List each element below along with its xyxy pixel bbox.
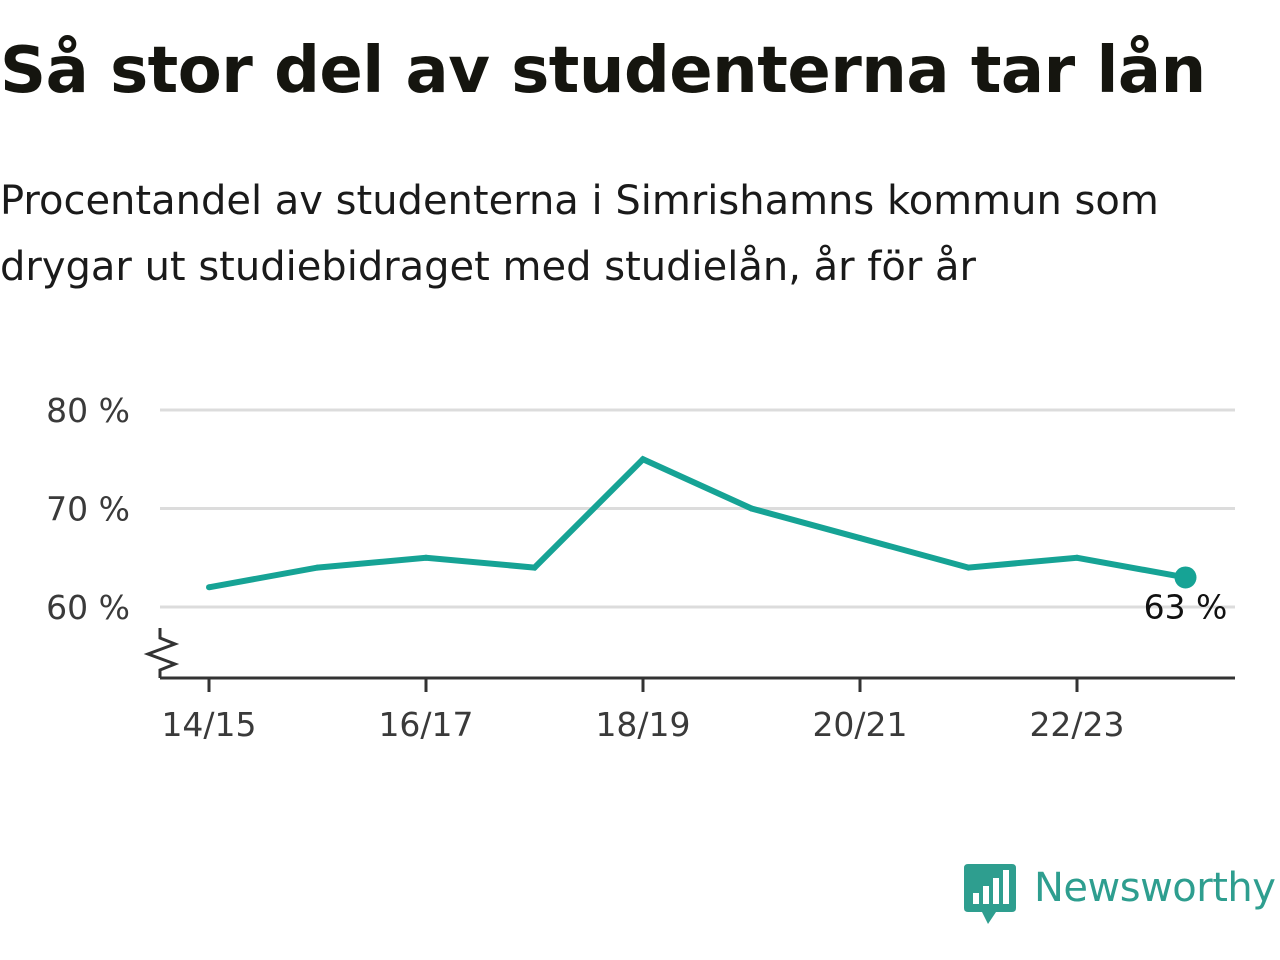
x-tick-label: 16/17 bbox=[378, 705, 473, 744]
newsworthy-logo-icon bbox=[964, 864, 1016, 924]
y-tick-label: 80 % bbox=[46, 391, 130, 430]
data-point bbox=[206, 584, 212, 591]
chart-title: Så stor del av studenterna tar lån bbox=[0, 34, 1206, 108]
data-point bbox=[531, 564, 538, 571]
series-line bbox=[208, 455, 1187, 591]
line-chart: 60 % 70 % 80 % 14/15 16/17 18/19 20/21 22/23 6… bbox=[46, 391, 1235, 744]
end-point-marker bbox=[1174, 566, 1197, 589]
data-point bbox=[640, 456, 646, 463]
chart-subtitle: Procentandel av studenterna i Simrishamn… bbox=[0, 178, 1159, 290]
x-tick-label: 20/21 bbox=[812, 705, 907, 744]
data-point bbox=[748, 505, 755, 512]
x-tick-label: 14/15 bbox=[161, 705, 256, 744]
series: 63 % bbox=[206, 455, 1228, 626]
x-tick-label: 18/19 bbox=[595, 705, 690, 744]
data-point bbox=[1074, 554, 1080, 561]
data-point bbox=[314, 564, 321, 571]
data-point bbox=[965, 564, 972, 571]
y-axis-labels: 60 % 70 % 80 % bbox=[46, 391, 130, 627]
data-point bbox=[423, 554, 429, 561]
gridlines bbox=[160, 408, 1235, 609]
x-tick-label: 22/23 bbox=[1029, 705, 1124, 744]
newsworthy-logo: Newsworthy bbox=[964, 864, 1276, 926]
brand-name: Newsworthy bbox=[1034, 865, 1276, 911]
end-value-label: 63 % bbox=[1144, 587, 1228, 626]
x-axis bbox=[143, 628, 1235, 680]
data-point bbox=[857, 535, 863, 542]
x-axis-ticks: 14/15 16/17 18/19 20/21 22/23 bbox=[161, 678, 1125, 744]
axis-break-icon bbox=[143, 628, 180, 678]
y-tick-label: 60 % bbox=[46, 588, 130, 627]
y-tick-label: 70 % bbox=[46, 490, 130, 529]
